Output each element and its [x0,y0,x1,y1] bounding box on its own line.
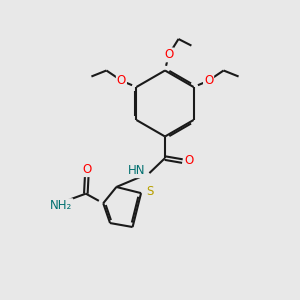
Text: S: S [146,185,153,198]
Text: O: O [164,48,173,62]
Text: O: O [117,74,126,88]
Text: O: O [184,154,194,167]
Text: HN: HN [128,164,145,177]
Text: O: O [204,74,213,88]
Text: O: O [82,163,92,176]
Text: NH₂: NH₂ [50,199,72,212]
